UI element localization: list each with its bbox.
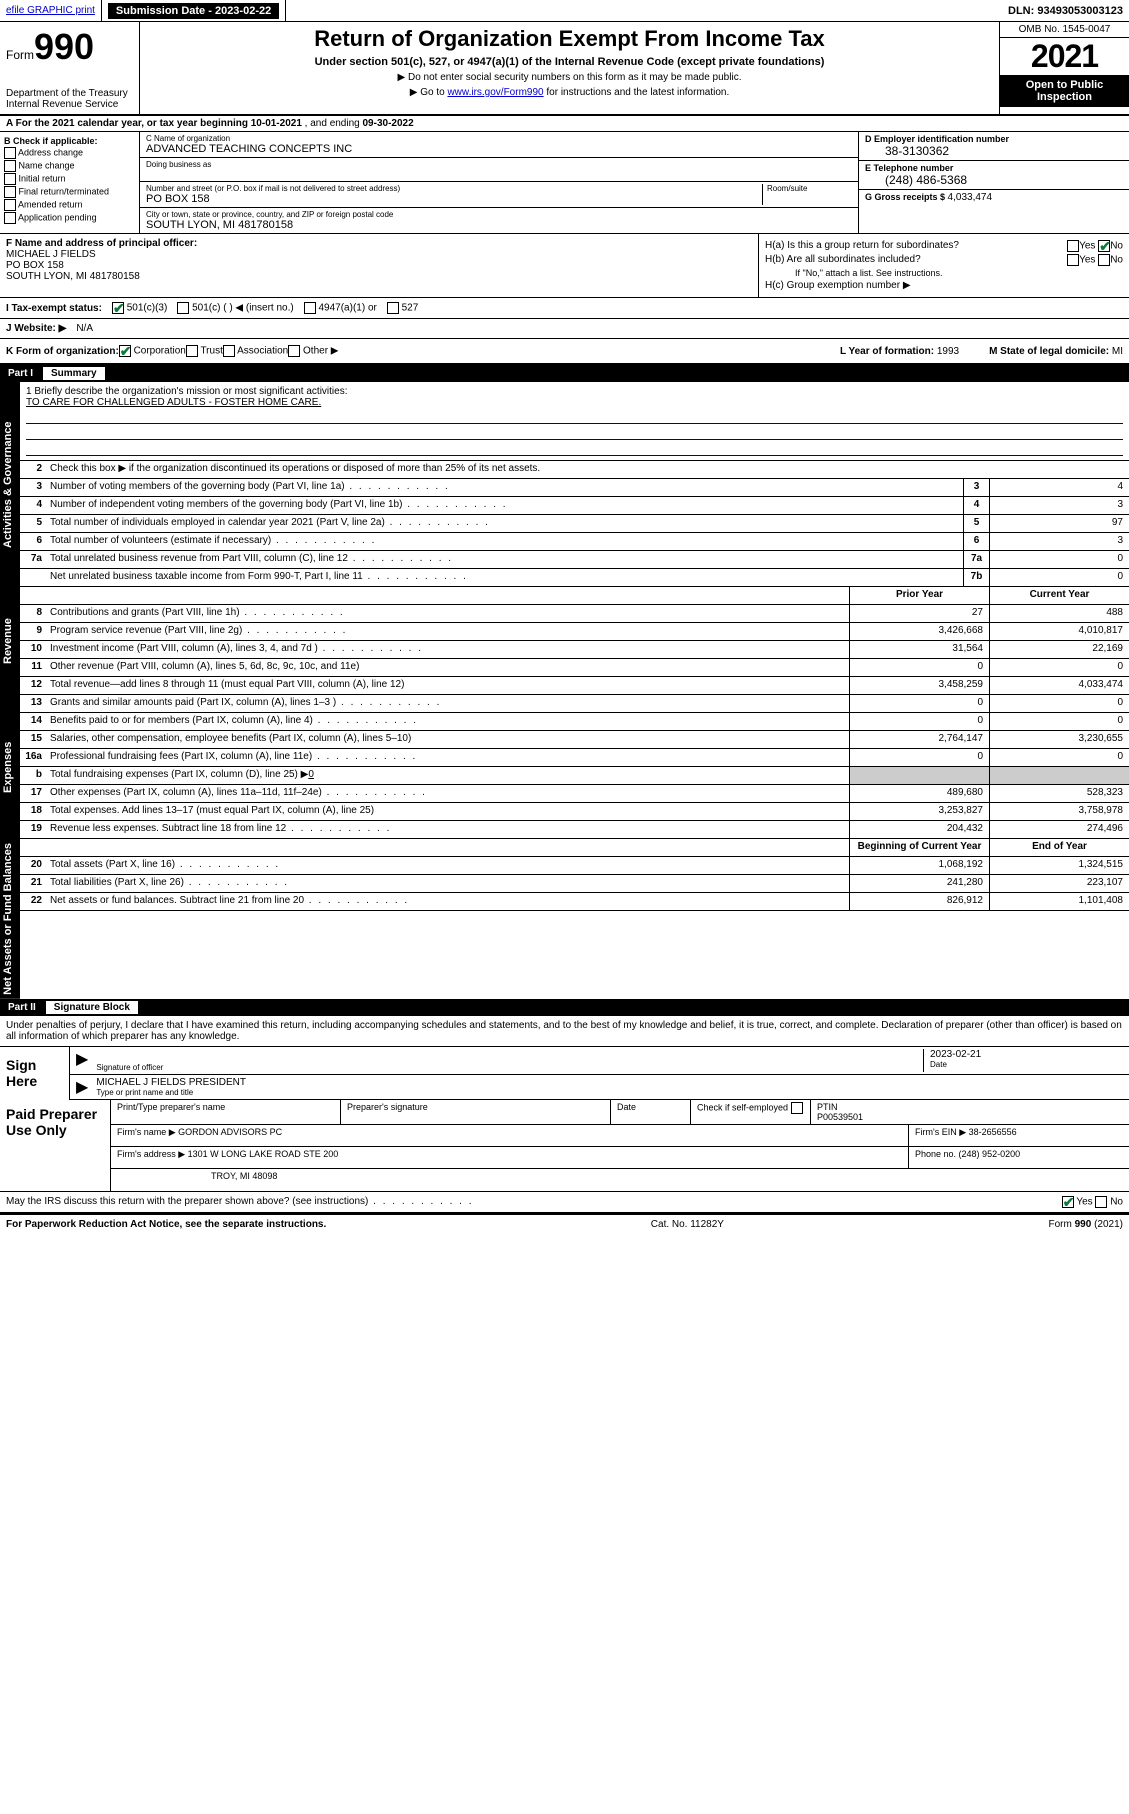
section-c: C Name of organization ADVANCED TEACHING… (140, 132, 859, 233)
org-name: ADVANCED TEACHING CONCEPTS INC (146, 143, 852, 155)
tab-netassets: Net Assets or Fund Balances (0, 839, 20, 999)
section-a: A For the 2021 calendar year, or tax yea… (0, 116, 1129, 132)
form-number: Form990 (6, 26, 133, 68)
irs: Internal Revenue Service (6, 99, 133, 110)
cb-amended-return[interactable]: Amended return (4, 199, 135, 211)
website: N/A (76, 323, 93, 334)
line-k: K Form of organization: Corporation Trus… (0, 339, 1129, 365)
section-de: D Employer identification number 38-3130… (859, 132, 1129, 233)
submission-button[interactable]: Submission Date - 2023-02-22 (108, 3, 279, 19)
cb-self-employed[interactable] (791, 1102, 803, 1114)
arrow-icon: ▶ (76, 1049, 88, 1072)
section-b: B Check if applicable: Address change Na… (0, 132, 140, 233)
val-5: 97 (989, 515, 1129, 532)
cb-501c[interactable] (177, 302, 189, 314)
tab-expenses: Expenses (0, 695, 20, 839)
discuss-yes[interactable] (1062, 1196, 1074, 1208)
officer-name: MICHAEL J FIELDS (6, 249, 752, 260)
ha-no[interactable] (1098, 240, 1110, 252)
cb-527[interactable] (387, 302, 399, 314)
state-domicile: MI (1112, 346, 1123, 357)
section-f: F Name and address of principal officer:… (0, 234, 759, 297)
val-4: 3 (989, 497, 1129, 514)
hb-no[interactable] (1098, 254, 1110, 266)
perjury-text: Under penalties of perjury, I declare th… (0, 1016, 1129, 1047)
form-header: Form990 Department of the Treasury Inter… (0, 22, 1129, 116)
page-footer: For Paperwork Reduction Act Notice, see … (0, 1213, 1129, 1234)
hb-yes[interactable] (1067, 254, 1079, 266)
tax-year: 2021 (1000, 38, 1129, 75)
mission-text: TO CARE FOR CHALLENGED ADULTS - FOSTER H… (26, 397, 1123, 408)
year-formation: 1993 (937, 346, 959, 357)
val-7b: 0 (989, 569, 1129, 586)
cb-final-return[interactable]: Final return/terminated (4, 186, 135, 198)
header-right: OMB No. 1545-0047 2021 Open to Public In… (999, 22, 1129, 114)
arrow-icon: ▶ (76, 1077, 88, 1097)
summary-revenue: Revenue Prior YearCurrent Year 8Contribu… (0, 587, 1129, 695)
gross-receipts: 4,033,474 (948, 192, 993, 203)
officer-name-title: MICHAEL J FIELDS PRESIDENT (96, 1077, 1123, 1088)
tab-revenue: Revenue (0, 587, 20, 695)
cb-corp[interactable] (119, 345, 131, 357)
discuss-line: May the IRS discuss this return with the… (0, 1192, 1129, 1213)
form-note2: ▶ Go to www.irs.gov/Form990 for instruct… (146, 87, 993, 98)
city: SOUTH LYON, MI 481780158 (146, 219, 852, 231)
efile-link[interactable]: efile GRAPHIC print (6, 5, 95, 16)
summary-governance: Activities & Governance 1 Briefly descri… (0, 382, 1129, 587)
block-bcde: B Check if applicable: Address change Na… (0, 132, 1129, 234)
dept: Department of the Treasury (6, 88, 133, 99)
ptin: P00539501 (817, 1112, 1123, 1122)
paid-preparer-label: Paid Preparer Use Only (0, 1100, 110, 1191)
val-3: 4 (989, 479, 1129, 496)
cb-other[interactable] (288, 345, 300, 357)
header-left: Form990 Department of the Treasury Inter… (0, 22, 140, 114)
cb-address-change[interactable]: Address change (4, 147, 135, 159)
form-note1: ▶ Do not enter social security numbers o… (146, 72, 993, 83)
sig-date: 2023-02-21 (930, 1049, 1123, 1060)
sign-here-label: Sign Here (0, 1047, 70, 1100)
cb-assoc[interactable] (223, 345, 235, 357)
cb-4947[interactable] (304, 302, 316, 314)
line-i: I Tax-exempt status: 501(c)(3) 501(c) ( … (0, 298, 1129, 319)
firm-phone: (248) 952-0200 (959, 1149, 1021, 1159)
inspection-badge: Open to Public Inspection (1000, 75, 1129, 107)
firm-addr1: 1301 W LONG LAKE ROAD STE 200 (188, 1149, 339, 1159)
street: PO BOX 158 (146, 193, 762, 205)
header-mid: Return of Organization Exempt From Incom… (140, 22, 999, 114)
omb: OMB No. 1545-0047 (1000, 22, 1129, 38)
summary-expenses: Expenses 13Grants and similar amounts pa… (0, 695, 1129, 839)
firm-name: GORDON ADVISORS PC (178, 1127, 282, 1137)
cb-application-pending[interactable]: Application pending (4, 212, 135, 224)
cb-initial-return[interactable]: Initial return (4, 173, 135, 185)
firm-ein: 38-2656556 (969, 1127, 1017, 1137)
form-title: Return of Organization Exempt From Incom… (146, 26, 993, 52)
dln: DLN: 93493053003123 (1008, 5, 1129, 17)
mission-box: 1 Briefly describe the organization's mi… (20, 382, 1129, 461)
submission-cell: Submission Date - 2023-02-22 (102, 0, 286, 21)
cb-name-change[interactable]: Name change (4, 160, 135, 172)
discuss-no[interactable] (1095, 1196, 1107, 1208)
ein: 38-3130362 (865, 144, 1123, 158)
irs-link[interactable]: www.irs.gov/Form990 (447, 87, 543, 98)
topbar: efile GRAPHIC print Submission Date - 20… (0, 0, 1129, 22)
cb-501c3[interactable] (112, 302, 124, 314)
paid-preparer: Paid Preparer Use Only Print/Type prepar… (0, 1100, 1129, 1192)
cb-trust[interactable] (186, 345, 198, 357)
firm-addr2: TROY, MI 48098 (111, 1169, 1129, 1191)
val-7a: 0 (989, 551, 1129, 568)
form-subtitle: Under section 501(c), 527, or 4947(a)(1)… (146, 56, 993, 68)
section-h: H(a) Is this a group return for subordin… (759, 234, 1129, 297)
val-6: 3 (989, 533, 1129, 550)
part2-header: Part II Signature Block (0, 999, 1129, 1016)
tab-governance: Activities & Governance (0, 382, 20, 587)
phone: (248) 486-5368 (865, 173, 1123, 187)
part1-header: Part I Summary (0, 365, 1129, 382)
block-fh: F Name and address of principal officer:… (0, 234, 1129, 298)
sign-here-row: Sign Here ▶ Signature of officer 2023-02… (0, 1047, 1129, 1100)
summary-netassets: Net Assets or Fund Balances Beginning of… (0, 839, 1129, 999)
efile-cell: efile GRAPHIC print (0, 0, 102, 21)
line-j: J Website: ▶ N/A (0, 319, 1129, 339)
ha-yes[interactable] (1067, 240, 1079, 252)
